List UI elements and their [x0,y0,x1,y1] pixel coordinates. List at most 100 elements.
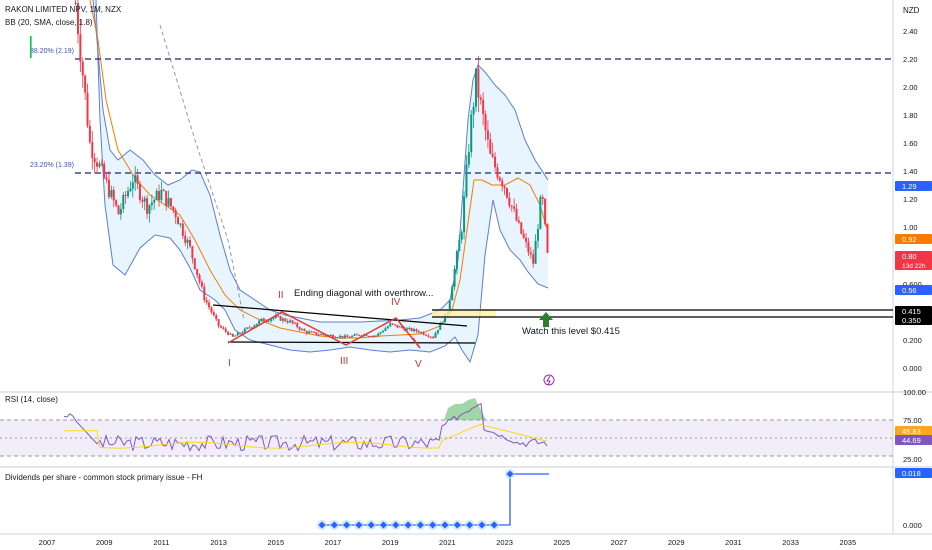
candle-body [396,324,399,328]
candle-body [341,335,344,338]
candle-body [86,92,89,126]
price-badge [895,181,932,191]
candle-body [198,274,201,282]
price-badge [895,234,932,244]
dividend-marker[interactable] [318,521,326,529]
wave-path [227,311,421,349]
candle-body [193,258,196,269]
candle-body [477,68,480,98]
candle-body [308,331,311,334]
dividend-marker[interactable] [379,521,388,529]
candle-body [429,336,432,338]
candle-body [422,332,425,335]
candle-body [167,198,170,206]
dividend-marker-latest[interactable] [506,470,514,478]
time-tick-label: 2017 [325,538,342,547]
candle-body [417,331,420,333]
candle-body [374,335,377,337]
rsi-badge [895,435,932,445]
lightning-icon[interactable] [543,374,555,386]
dividend-marker[interactable] [416,521,424,529]
candle-body [498,177,501,181]
candle-body [508,197,511,206]
rsi-title[interactable]: RSI (14, close) [5,395,58,404]
candle-body [212,312,215,316]
pattern-annotation[interactable]: Ending diagonal with overthrow... [294,288,433,299]
candle-body [243,328,246,333]
rsi-overbought-fill [444,398,486,420]
candle-body [189,240,191,247]
candle-body [122,195,125,209]
symbol-title[interactable]: RAKON LIMITED NPV, 1M, NZX [5,5,122,14]
candle-body [253,325,256,328]
candle-body [231,333,234,337]
dividends-title[interactable]: Dividends per share - common stock prima… [5,473,203,482]
price-badge-countdown: 13d 22h [902,263,926,270]
candle-body [119,208,122,215]
price-axis[interactable]: 2.40 2.20 2.00 1.80 1.60 1.40 1.20 1.00 0.600 0.4… [903,27,926,530]
bb-indicator-title[interactable]: BB (20, SMA, close, 1.8) [5,18,93,27]
price-badge-text: 1.29 [902,182,917,191]
dividend-marker[interactable] [441,521,449,529]
candle-body [184,235,187,243]
watch-annotation[interactable]: Watch this level $0.415 [522,326,620,337]
dividend-marker[interactable] [404,521,412,529]
candle-body [517,220,520,223]
price-badge-text: 0.56 [902,286,917,295]
price-badge [895,315,932,325]
candle-body [105,177,108,180]
candle-body [179,223,182,225]
candle-body [148,205,151,214]
wave-label-iii: III [340,356,348,367]
bb-upper [92,0,549,323]
candle-body [439,323,442,330]
candle-body [541,197,544,199]
dividend-marker[interactable] [367,521,375,529]
dividend-marker[interactable] [453,521,461,529]
candle-body [365,334,368,336]
candle-body [267,320,270,322]
candle-body [463,196,466,233]
dividend-marker[interactable] [392,521,400,529]
candle-body [136,175,139,184]
currency-label[interactable]: NZD [903,6,920,15]
price-tick-label: 1.20 [903,195,918,204]
time-axis[interactable]: 2007 2009 2011 2013 2015 2017 2019 2021 2023 2025… [39,538,856,547]
candle-body [358,334,361,336]
wave-label-ii: II [278,290,284,301]
candle-body [155,191,158,200]
candle-body [98,163,101,167]
dividend-marker[interactable] [490,521,498,529]
candle-body [222,327,225,329]
candle-body [346,335,349,337]
candle-body [117,205,120,215]
candle-body [241,332,244,334]
candle-body [370,336,373,338]
candle-body [153,199,156,203]
dividend-marker[interactable] [343,521,351,529]
dividend-marker[interactable] [355,521,363,529]
candle-body [162,189,165,191]
drawing-handle[interactable] [30,36,32,58]
up-arrow-icon[interactable] [539,312,553,327]
rsi-badge [895,426,932,436]
candle-body [393,324,396,326]
bb-cloud [93,0,548,362]
candle-body [408,328,411,330]
dividend-marker[interactable] [466,521,474,529]
dividend-marker[interactable] [330,521,338,529]
candle-body [382,330,385,333]
price-badge-text: 0.92 [902,235,917,244]
watch-zone-highlight [432,309,496,318]
wave-label-iv: IV [391,297,401,308]
candle-body [262,318,265,321]
candle-body [91,142,94,159]
dividend-marker[interactable] [429,521,437,529]
candle-body [229,333,232,335]
candle-body [76,3,79,35]
candle-body [389,323,392,327]
dividend-marker[interactable] [478,521,486,529]
diagonal-upper-line[interactable] [212,304,468,327]
time-tick-label: 2035 [839,538,856,547]
